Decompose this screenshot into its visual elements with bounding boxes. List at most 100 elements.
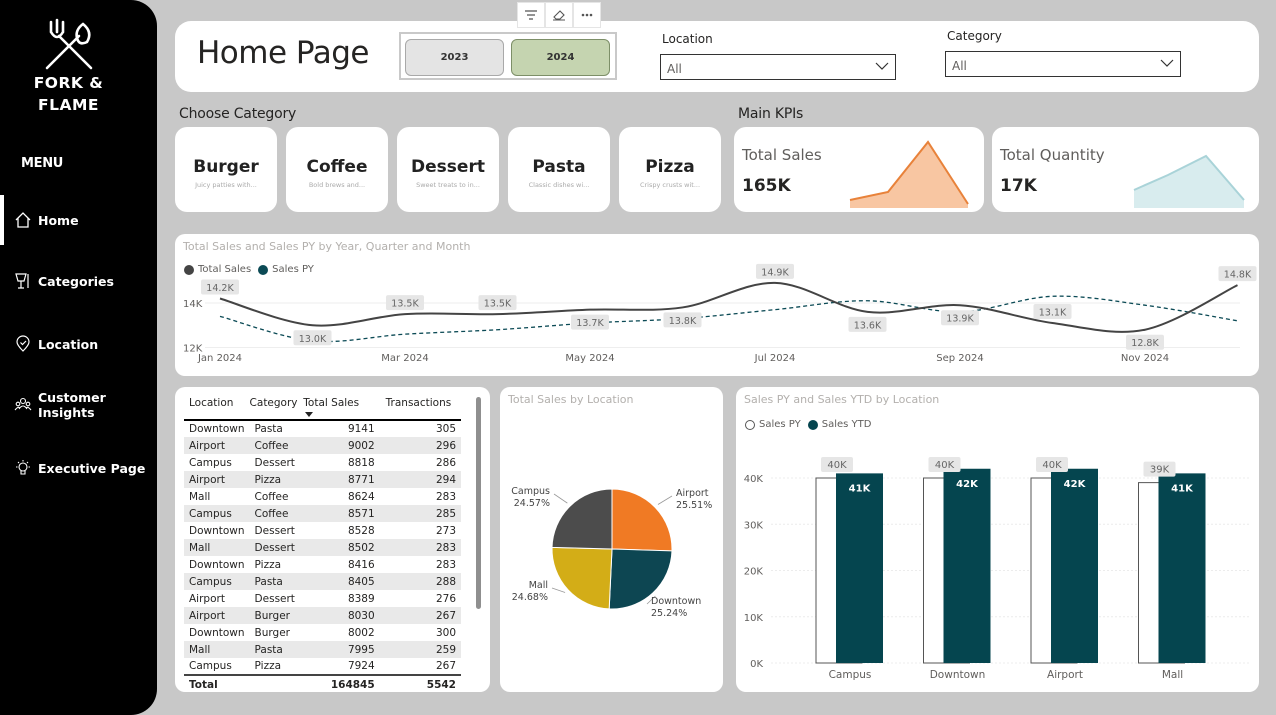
table-row[interactable]: Downtown Pizza 8416 283 [184, 556, 461, 573]
nav-categories-label: Categories [38, 273, 114, 289]
pie-slice-mall[interactable] [551, 546, 613, 610]
sidebar: FORK & FLAME MENU Home Categories Locati… [0, 0, 157, 715]
cell-category: Dessert [254, 456, 295, 469]
kpi-card-total-sales: Total Sales 165K [734, 127, 984, 212]
table-total-row: Total 164845 5542 [184, 674, 461, 693]
category-card-coffee[interactable]: Coffee Bold brews and... [286, 127, 388, 212]
cell-category: Burger [254, 626, 290, 639]
total-quantity-sparkline [1133, 154, 1245, 208]
map-pin-icon [16, 335, 30, 352]
pie-slice-downtown[interactable] [608, 548, 673, 610]
x-tick-label: Airport [1047, 669, 1083, 681]
data-label: 13.9K [946, 314, 974, 325]
x-tick-label: Mall [1162, 669, 1183, 681]
data-label-bg [756, 263, 794, 279]
category-card-burger[interactable]: Burger Juicy patties with... [175, 127, 277, 212]
category-card-dessert[interactable]: Dessert Sweet treats to in... [397, 127, 499, 212]
data-label-ytd: 41K [849, 483, 872, 494]
cell-category: Pizza [254, 558, 282, 571]
x-tick-label: Nov 2024 [1121, 353, 1169, 364]
data-label-bg [1036, 457, 1068, 472]
table-row[interactable]: Airport Dessert 8389 276 [184, 590, 461, 607]
cell-total-sales: 9141 [347, 423, 375, 435]
table-scrollbar[interactable] [476, 397, 481, 609]
table-row[interactable]: Airport Pizza 8771 294 [184, 471, 461, 488]
total-empty [249, 674, 304, 693]
table-row[interactable]: Airport Burger 8030 267 [184, 607, 461, 624]
pie-label-value: 25.51% [676, 500, 712, 511]
cell-category: Pizza [249, 471, 304, 488]
more-options-icon[interactable] [573, 2, 601, 28]
y-tick-label: 20K [744, 567, 764, 578]
year-2023-button[interactable]: 2023 [405, 39, 504, 76]
x-tick-label: May 2024 [565, 353, 614, 364]
main-kpis-title: Main KPIs [738, 106, 804, 122]
pie-slice-campus[interactable] [551, 488, 613, 550]
cell-transactions: 296 [379, 437, 461, 454]
nav-categories[interactable]: Categories [0, 256, 157, 306]
bar-sales-ytd[interactable] [1158, 473, 1206, 663]
table-row[interactable]: Downtown Dessert 8528 273 [184, 522, 461, 539]
filter-icon[interactable] [517, 2, 545, 28]
bar-sales-ytd[interactable] [1051, 468, 1098, 663]
table-row[interactable]: Downtown Pasta 9141 305 [184, 420, 461, 437]
cell-location: Downtown [189, 558, 245, 571]
location-dropdown[interactable]: All [660, 54, 896, 80]
table-row[interactable]: Campus Coffee 8571 285 [184, 505, 461, 522]
bar-chart-legend: Sales PY Sales YTD [745, 419, 871, 430]
cell-transactions: 305 [435, 423, 456, 435]
table-row[interactable]: Airport Coffee 9002 296 [184, 437, 461, 454]
table-row[interactable]: Downtown Burger 8002 300 [184, 624, 461, 641]
table-row[interactable]: Campus Dessert 8818 286 [184, 454, 461, 471]
table-row[interactable]: Campus Pizza 7924 267 [184, 658, 461, 675]
nav-home[interactable]: Home [0, 195, 157, 245]
table-row[interactable]: Mall Coffee 8624 283 [184, 488, 461, 505]
y-tick-label: 0K [750, 659, 763, 670]
cell-total-sales: 7995 [303, 641, 380, 658]
table-row[interactable]: Mall Dessert 8502 283 [184, 539, 461, 556]
pie-chart-title: Total Sales by Location [508, 393, 634, 406]
kpi-label: Total Quantity [1000, 146, 1105, 164]
cell-total-sales: 8416 [347, 558, 375, 571]
category-dropdown[interactable]: All [945, 51, 1181, 77]
category-card-pizza[interactable]: Pizza Crispy crusts wit... [619, 127, 721, 212]
pie-chart-card: Total Sales by Location Airport 25.51% Dow… [500, 387, 723, 692]
cell-transactions: 294 [379, 471, 461, 488]
pie-slice-airport[interactable] [611, 488, 673, 552]
nav-customer-insights[interactable]: Customer Insights [0, 380, 157, 430]
column-header-category[interactable]: Category [249, 396, 304, 421]
eraser-icon[interactable] [545, 2, 573, 28]
column-header-location[interactable]: Location [184, 396, 250, 421]
data-label-bg [1126, 334, 1164, 350]
data-label-bg [1218, 266, 1257, 282]
total-sales-value: 164845 [303, 674, 380, 693]
x-tick-label: Mar 2024 [381, 353, 429, 364]
category-card-pasta[interactable]: Pasta Classic dishes wi... [508, 127, 610, 212]
column-header-total-sales[interactable]: Total Sales [303, 396, 380, 421]
series-line-sales-py [219, 295, 1238, 343]
cell-transactions: 273 [435, 524, 456, 537]
pie-leader-line [553, 493, 568, 504]
nav-executive-page[interactable]: Executive Page [0, 443, 157, 493]
menu-title: MENU [21, 156, 64, 171]
column-header-transactions[interactable]: Transactions [379, 396, 461, 421]
location-slicer-label: Location [662, 32, 713, 46]
legend-dot [184, 264, 194, 275]
bar-sales-ytd[interactable] [943, 468, 991, 663]
table-row[interactable]: Mall Pasta 7995 259 [184, 641, 461, 658]
year-2024-button[interactable]: 2024 [511, 39, 610, 76]
cell-category: Coffee [254, 490, 289, 503]
cell-category: Pizza [254, 660, 282, 672]
page-title: Home Page [197, 35, 369, 71]
fork-flame-icon [45, 18, 92, 70]
cell-total-sales: 8528 [347, 524, 375, 537]
line-chart-legend: Total Sales Sales PY [184, 264, 314, 275]
bar-sales-ytd[interactable] [836, 473, 883, 663]
cell-location: Downtown [189, 626, 245, 639]
cell-category: Pasta [249, 573, 304, 590]
nav-location[interactable]: Location [0, 319, 157, 369]
sales-table: Location Category Total Sales Transactio… [184, 396, 461, 693]
data-label-py: 40K [827, 460, 847, 471]
table-row[interactable]: Campus Pasta 8405 288 [184, 573, 461, 590]
data-label-bg [821, 457, 853, 472]
